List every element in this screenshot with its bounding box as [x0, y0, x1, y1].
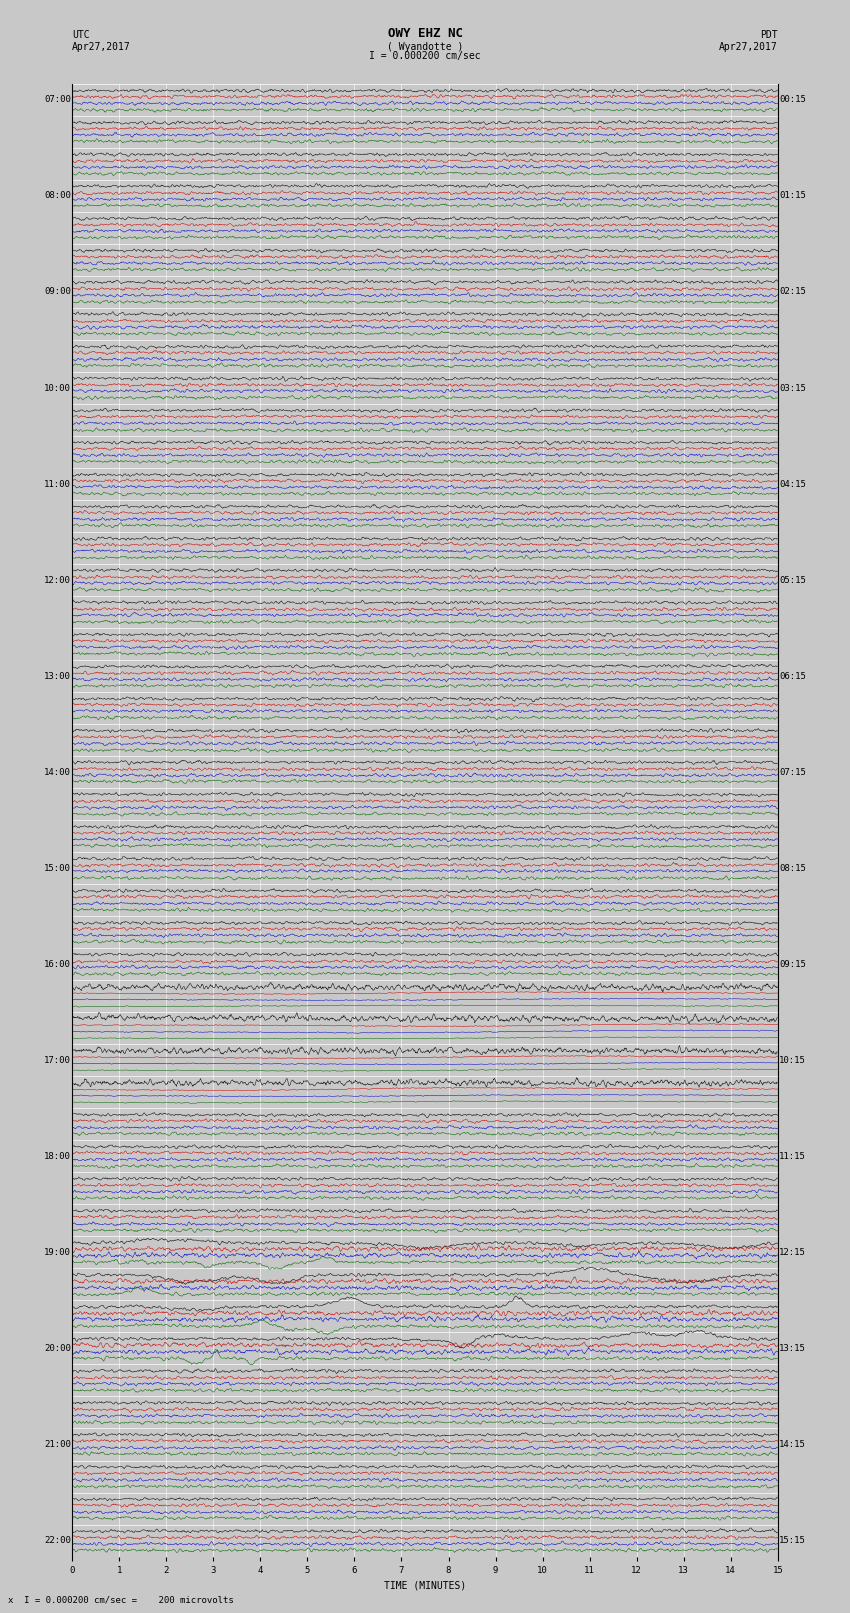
X-axis label: TIME (MINUTES): TIME (MINUTES) — [384, 1581, 466, 1590]
Text: PDT: PDT — [760, 29, 778, 39]
Text: Apr27,2017: Apr27,2017 — [72, 42, 131, 52]
Text: UTC: UTC — [72, 29, 90, 39]
Text: ( Wyandotte ): ( Wyandotte ) — [387, 42, 463, 52]
Text: OWY EHZ NC: OWY EHZ NC — [388, 26, 462, 39]
Text: I = 0.000200 cm/sec: I = 0.000200 cm/sec — [369, 52, 481, 61]
Text: Apr27,2017: Apr27,2017 — [719, 42, 778, 52]
Text: x  I = 0.000200 cm/sec =    200 microvolts: x I = 0.000200 cm/sec = 200 microvolts — [8, 1595, 235, 1605]
